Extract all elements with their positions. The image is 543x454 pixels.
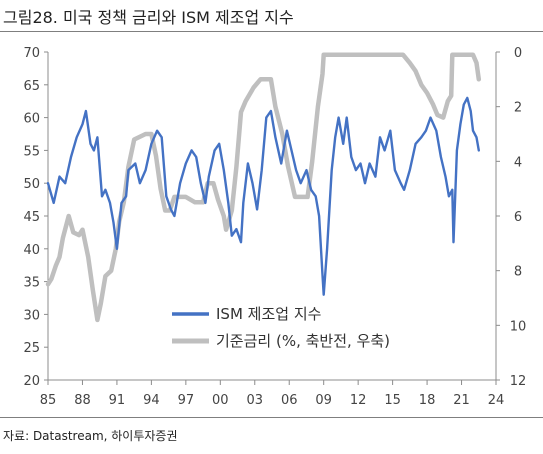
right-axis-ticks: 0 2 4 6 8 10 12 (496, 46, 526, 389)
right-tick-label: 4 (514, 155, 522, 170)
x-tick-label: 24 (488, 393, 505, 408)
right-tick-label: 12 (510, 374, 527, 389)
left-tick-label: 70 (23, 46, 40, 61)
series-rate-line (45, 52, 482, 323)
right-tick-label: 10 (510, 319, 527, 334)
x-tick-label: 09 (315, 393, 332, 408)
x-tick-label: 91 (109, 393, 126, 408)
x-axis-ticks: 85 88 91 94 97 00 03 06 09 12 15 18 21 24 (40, 380, 505, 408)
figure-title: 그림28. 미국 정책 금리와 ISM 제조업 지수 (3, 8, 294, 27)
left-tick-label: 55 (23, 144, 40, 159)
left-tick-label: 30 (23, 308, 40, 323)
x-tick-label: 06 (281, 393, 298, 408)
left-tick-label: 65 (23, 79, 40, 94)
x-tick-label: 85 (40, 393, 57, 408)
left-tick-label: 25 (23, 341, 40, 356)
x-tick-label: 18 (419, 393, 436, 408)
plot-frame (47, 52, 497, 381)
legend: ISM 제조업 지수 기준금리 (%, 축반전, 우축) (172, 305, 390, 350)
left-tick-label: 35 (23, 276, 40, 291)
right-tick-label: 8 (514, 265, 522, 280)
left-tick-label: 60 (23, 112, 40, 127)
left-tick-label: 45 (23, 210, 40, 225)
x-tick-label: 12 (350, 393, 367, 408)
x-tick-label: 03 (246, 393, 263, 408)
left-tick-label: 50 (23, 177, 40, 192)
x-tick-label: 97 (178, 393, 195, 408)
x-tick-label: 15 (384, 393, 401, 408)
title-divider (0, 31, 543, 32)
left-axis-ticks: 20 25 30 35 40 45 50 55 60 65 70 (23, 46, 48, 389)
left-tick-label: 40 (23, 243, 40, 258)
series-layer (45, 52, 482, 323)
x-tick-label: 88 (74, 393, 91, 408)
right-tick-label: 2 (514, 101, 522, 116)
series-ism-line (46, 96, 480, 296)
source-divider (0, 417, 543, 418)
x-tick-label: 21 (453, 393, 470, 408)
source-note: 자료: Datastream, 하이투자증권 (3, 429, 178, 443)
x-tick-label: 00 (212, 393, 229, 408)
right-tick-label: 6 (514, 210, 522, 225)
legend-ism-label: ISM 제조업 지수 (216, 305, 321, 323)
right-tick-label: 0 (514, 46, 522, 61)
left-tick-label: 20 (23, 374, 40, 389)
x-tick-label: 94 (143, 393, 160, 408)
legend-rate-label: 기준금리 (%, 축반전, 우축) (216, 332, 390, 350)
